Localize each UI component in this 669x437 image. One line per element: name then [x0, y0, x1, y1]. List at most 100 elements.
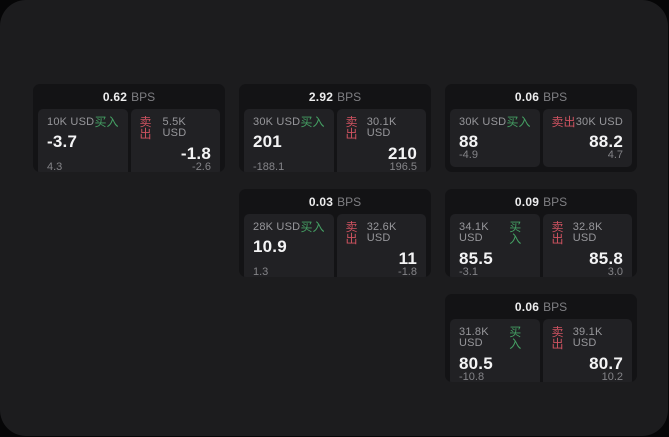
- buy-amount: 31.8K USD: [459, 326, 489, 349]
- buy-amount: 30K USD: [253, 115, 301, 128]
- sell-label-row: 卖出 39.1K USD: [552, 326, 624, 350]
- buy-price: -3.7: [47, 132, 78, 151]
- sell-label-row: 卖出 30K USD: [552, 116, 624, 128]
- sell-delta: 196.5: [389, 161, 417, 173]
- bps-unit-label: BPS: [543, 194, 568, 209]
- buy-tile[interactable]: 31.8K USD 买入 80.5 -10.8: [450, 319, 540, 382]
- sell-amount: 5.5K USD: [162, 116, 187, 139]
- sell-amount: 32.6K USD: [366, 221, 397, 244]
- bps-spread-value: 0.06: [514, 299, 540, 314]
- sell-amount: 32.8K USD: [572, 221, 603, 244]
- sell-side-label: 卖出: [345, 220, 358, 246]
- sell-delta: 10.2: [601, 371, 623, 383]
- buy-delta: -4.9: [459, 149, 478, 161]
- sell-price: -1.8: [180, 144, 211, 163]
- sell-side-label: 卖出: [551, 115, 576, 129]
- bps-unit-label: BPS: [337, 89, 362, 104]
- bps-unit-label: BPS: [543, 89, 568, 104]
- sell-side-label: 卖出: [345, 115, 358, 141]
- quote-card: 0.09 BPS 34.1K USD 买入 85.5 -3.1 卖出: [445, 189, 637, 277]
- buy-tile[interactable]: 28K USD 买入 10.9 1.3: [244, 214, 334, 277]
- buy-amount: 34.1K USD: [459, 221, 489, 244]
- quote-grid: 0.62 BPS 10K USD 买入 -3.7 4.3 卖出: [33, 84, 637, 382]
- card-header: 0.03 BPS: [239, 189, 431, 214]
- sell-label-row: 卖出 30.1K USD: [346, 116, 418, 140]
- card-header: 0.09 BPS: [445, 189, 637, 214]
- bps-spread-value: 0.62: [102, 89, 128, 104]
- buy-price: 88: [459, 132, 479, 151]
- buy-label-row: 30K USD 买入: [459, 116, 531, 128]
- sell-label-row: 卖出 32.8K USD: [552, 221, 624, 245]
- sell-label-row: 卖出 32.6K USD: [346, 221, 418, 245]
- buy-amount: 28K USD: [253, 220, 301, 233]
- quote-card: 2.92 BPS 30K USD 买入 201 -188.1 卖出: [239, 84, 431, 172]
- sell-side-label: 卖出: [551, 325, 564, 351]
- sell-delta: 4.7: [607, 149, 623, 161]
- sell-label-row: 卖出 5.5K USD: [140, 116, 212, 140]
- buy-label-row: 28K USD 买入: [253, 221, 325, 233]
- card-body: 31.8K USD 买入 80.5 -10.8 卖出 39.1K USD 80.…: [445, 319, 637, 382]
- card-header: 0.06 BPS: [445, 294, 637, 319]
- sell-tile[interactable]: 卖出 32.8K USD 85.8 3.0: [542, 214, 632, 278]
- card-header: 0.62 BPS: [33, 84, 225, 109]
- buy-amount: 30K USD: [459, 115, 507, 128]
- buy-tile[interactable]: 10K USD 买入 -3.7 4.3: [38, 109, 128, 172]
- card-body: 28K USD 买入 10.9 1.3 卖出 32.6K USD 11 -1.8: [239, 214, 431, 277]
- sell-delta: -1.8: [398, 266, 417, 278]
- bps-unit-label: BPS: [131, 89, 156, 104]
- sell-price: 88.2: [589, 132, 623, 151]
- card-body: 30K USD 买入 88 -4.9 卖出 30K USD 88.2 4.7: [445, 109, 637, 172]
- sell-side-label: 卖出: [139, 115, 152, 141]
- buy-tile[interactable]: 30K USD 买入 201 -188.1: [244, 109, 334, 172]
- buy-label-row: 31.8K USD 买入: [459, 326, 531, 350]
- buy-side-label: 买入: [506, 115, 531, 129]
- sell-tile[interactable]: 卖出 30K USD 88.2 4.7: [542, 109, 632, 167]
- sell-side-label: 卖出: [551, 220, 564, 246]
- buy-side-label: 买入: [300, 115, 325, 129]
- sell-price: 80.7: [589, 354, 623, 373]
- quote-card: 0.06 BPS 30K USD 买入 88 -4.9 卖出: [445, 84, 637, 172]
- bps-spread-value: 0.06: [514, 89, 540, 104]
- bps-spread-value: 0.09: [514, 194, 540, 209]
- card-header: 2.92 BPS: [239, 84, 431, 109]
- card-body: 10K USD 买入 -3.7 4.3 卖出 5.5K USD -1.8 -2.…: [33, 109, 225, 172]
- buy-delta: -188.1: [253, 161, 285, 173]
- buy-delta: -3.1: [459, 266, 478, 278]
- card-body: 34.1K USD 买入 85.5 -3.1 卖出 32.8K USD 85.8…: [445, 214, 637, 277]
- buy-label-row: 30K USD 买入: [253, 116, 325, 128]
- buy-delta: 4.3: [47, 161, 63, 173]
- buy-tile[interactable]: 34.1K USD 买入 85.5 -3.1: [450, 214, 540, 277]
- buy-price: 80.5: [459, 354, 493, 373]
- buy-side-label: 买入: [509, 220, 522, 246]
- bps-unit-label: BPS: [543, 299, 568, 314]
- card-body: 30K USD 买入 201 -188.1 卖出 30.1K USD 210 1…: [239, 109, 431, 172]
- sell-tile[interactable]: 卖出 5.5K USD -1.8 -2.6: [130, 109, 220, 173]
- card-header: 0.06 BPS: [445, 84, 637, 109]
- quote-card: 0.06 BPS 31.8K USD 买入 80.5 -10.8 卖: [445, 294, 637, 382]
- sell-price: 210: [388, 144, 417, 163]
- sell-tile[interactable]: 卖出 30.1K USD 210 196.5: [336, 109, 426, 173]
- buy-tile[interactable]: 30K USD 买入 88 -4.9: [450, 109, 540, 167]
- bps-spread-value: 2.92: [308, 89, 334, 104]
- buy-side-label: 买入: [300, 220, 325, 234]
- sell-tile[interactable]: 卖出 39.1K USD 80.7 10.2: [542, 319, 632, 383]
- buy-price: 10.9: [253, 237, 287, 256]
- sell-price: 85.8: [589, 249, 623, 268]
- quote-card: 0.62 BPS 10K USD 买入 -3.7 4.3 卖出: [33, 84, 225, 172]
- sell-delta: -2.6: [192, 161, 211, 173]
- bps-unit-label: BPS: [337, 194, 362, 209]
- sell-price: 11: [398, 249, 417, 268]
- quote-card: 0.03 BPS 28K USD 买入 10.9 1.3 卖出: [239, 189, 431, 277]
- bps-spread-value: 0.03: [308, 194, 334, 209]
- buy-delta: -10.8: [459, 371, 485, 383]
- sell-delta: 3.0: [607, 266, 623, 278]
- buy-label-row: 10K USD 买入: [47, 116, 119, 128]
- buy-side-label: 买入: [509, 325, 522, 351]
- buy-price: 85.5: [459, 249, 493, 268]
- sell-tile[interactable]: 卖出 32.6K USD 11 -1.8: [336, 214, 426, 278]
- buy-amount: 10K USD: [47, 115, 95, 128]
- buy-label-row: 34.1K USD 买入: [459, 221, 531, 245]
- buy-side-label: 买入: [94, 115, 119, 129]
